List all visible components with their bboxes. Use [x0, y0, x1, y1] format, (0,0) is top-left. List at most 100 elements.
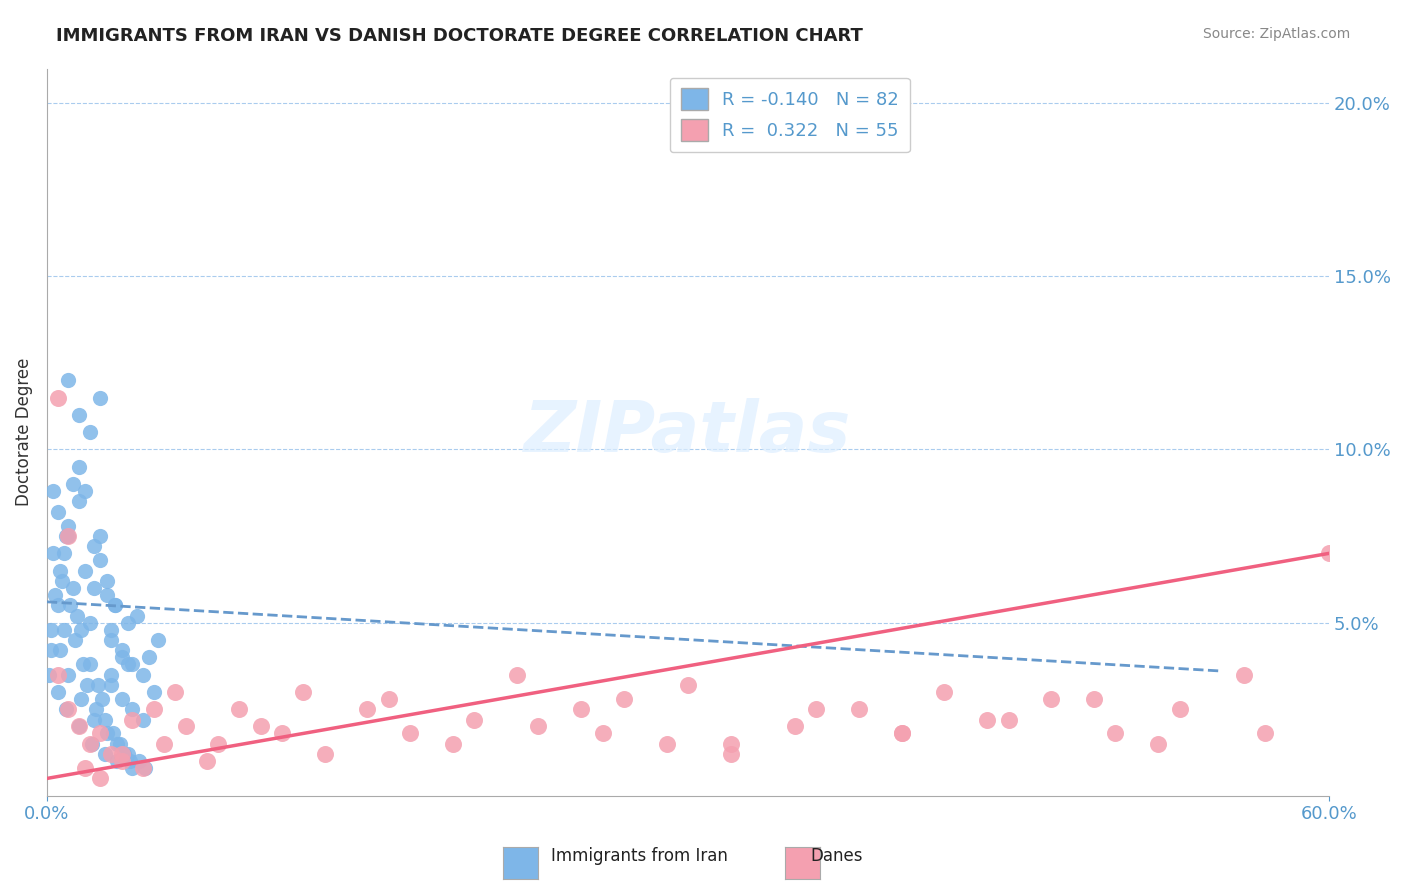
Point	[153, 737, 176, 751]
Point	[46, 505, 69, 519]
Point	[75, 761, 97, 775]
Point	[1083, 691, 1105, 706]
Point	[53, 623, 76, 637]
Point	[96, 574, 118, 588]
Point	[1147, 737, 1170, 751]
Point	[107, 737, 129, 751]
Point	[84, 702, 107, 716]
Point	[89, 391, 111, 405]
Point	[120, 754, 142, 768]
Point	[132, 761, 155, 775]
Point	[42, 546, 65, 560]
Point	[138, 650, 160, 665]
Point	[96, 726, 118, 740]
Point	[997, 713, 1019, 727]
Point	[91, 691, 114, 706]
Point	[75, 564, 97, 578]
Point	[128, 754, 150, 768]
Text: Source: ZipAtlas.com: Source: ZipAtlas.com	[1202, 27, 1350, 41]
Point	[100, 667, 122, 681]
Point	[70, 623, 93, 637]
Point	[83, 581, 105, 595]
Point	[399, 726, 422, 740]
Point	[48, 564, 70, 578]
Point	[58, 529, 80, 543]
Point	[111, 747, 134, 762]
Point	[79, 425, 101, 439]
Text: ZIPatlas: ZIPatlas	[524, 398, 852, 467]
Text: IMMIGRANTS FROM IRAN VS DANISH DOCTORATE DEGREE CORRELATION CHART: IMMIGRANTS FROM IRAN VS DANISH DOCTORATE…	[56, 27, 863, 45]
Point	[104, 599, 127, 613]
Point	[89, 772, 111, 786]
Point	[53, 546, 76, 560]
Point	[676, 678, 699, 692]
Point	[592, 726, 614, 740]
Point	[80, 737, 103, 751]
Point	[121, 657, 143, 672]
Point	[142, 702, 165, 716]
Point	[100, 632, 122, 647]
Point	[934, 685, 956, 699]
Point	[66, 608, 89, 623]
Point	[67, 494, 90, 508]
Point	[58, 529, 80, 543]
Point	[108, 737, 131, 751]
Point	[87, 678, 110, 692]
Point	[70, 691, 93, 706]
Point	[83, 713, 105, 727]
Point	[890, 726, 912, 740]
Point	[67, 459, 90, 474]
Point	[228, 702, 250, 716]
Point	[174, 719, 197, 733]
Point	[104, 599, 127, 613]
Point	[314, 747, 336, 762]
Point	[67, 719, 90, 733]
Point	[142, 685, 165, 699]
Point	[55, 702, 77, 716]
Point	[58, 373, 80, 387]
Point	[63, 632, 86, 647]
Point	[46, 391, 69, 405]
Legend: R = -0.140   N = 82, R =  0.322   N = 55: R = -0.140 N = 82, R = 0.322 N = 55	[669, 78, 910, 153]
Point	[42, 483, 65, 498]
Point	[59, 599, 82, 613]
Point	[72, 657, 94, 672]
Point	[890, 726, 912, 740]
Point	[720, 747, 742, 762]
Point	[121, 761, 143, 775]
Point	[356, 702, 378, 716]
Point	[83, 540, 105, 554]
Point	[1233, 667, 1256, 681]
Text: Danes: Danes	[810, 847, 863, 865]
Point	[58, 518, 80, 533]
Point	[848, 702, 870, 716]
Point	[1168, 702, 1191, 716]
Point	[441, 737, 464, 751]
Point	[100, 747, 122, 762]
Point	[1254, 726, 1277, 740]
Point	[976, 713, 998, 727]
Point	[62, 477, 84, 491]
Point	[783, 719, 806, 733]
Point	[44, 588, 66, 602]
Point	[48, 643, 70, 657]
Point	[89, 529, 111, 543]
Point	[38, 667, 60, 681]
Point	[117, 657, 139, 672]
Point	[93, 747, 115, 762]
Point	[146, 632, 169, 647]
Point	[46, 599, 69, 613]
Point	[67, 719, 90, 733]
Point	[655, 737, 678, 751]
Point	[39, 643, 62, 657]
Point	[58, 702, 80, 716]
Point	[271, 726, 294, 740]
Point	[132, 667, 155, 681]
Point	[720, 737, 742, 751]
Point	[100, 678, 122, 692]
Point	[1317, 546, 1340, 560]
Point	[79, 657, 101, 672]
Point	[121, 713, 143, 727]
Point	[107, 754, 129, 768]
Point	[207, 737, 229, 751]
